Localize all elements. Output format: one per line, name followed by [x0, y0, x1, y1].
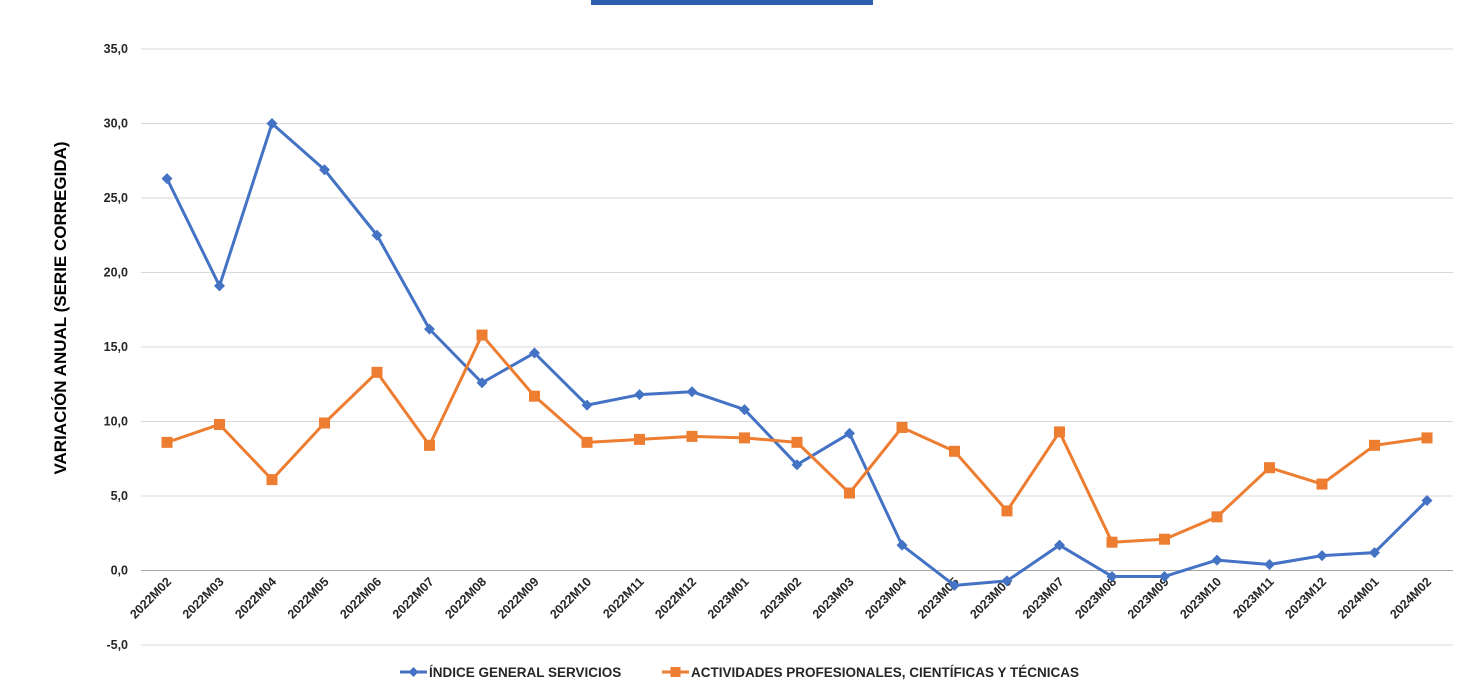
data-point-diamond [266, 118, 278, 129]
legend-marker-diamond [408, 667, 419, 677]
y-tick-label: 5,0 [111, 489, 128, 503]
data-point-diamond [844, 427, 855, 439]
data-point-diamond [1316, 550, 1328, 562]
data-point-diamond [214, 280, 225, 292]
data-point-diamond [581, 399, 593, 411]
data-point-square [1159, 533, 1170, 545]
y-axis-label: VARIACIÓN ANUAL (SERIE CORREGIDA) [51, 141, 70, 474]
x-tick-label: 2022M02 [127, 575, 174, 622]
x-tick-label: 2023M12 [1282, 575, 1329, 622]
x-tick-label: 2022M04 [232, 575, 279, 622]
data-point-diamond [424, 323, 435, 335]
data-point-square [371, 366, 383, 378]
data-point-square [581, 436, 593, 448]
x-tick-label: 2022M06 [337, 575, 384, 622]
data-point-diamond [1421, 494, 1433, 506]
data-point-diamond [1159, 570, 1170, 582]
data-point-diamond [949, 579, 960, 591]
x-tick-label: 2022M08 [442, 575, 489, 622]
legend-label: ACTIVIDADES PROFESIONALES, CIENTÍFICAS Y… [691, 665, 1079, 680]
data-point-square [1369, 439, 1380, 451]
x-axis-ticks: 2022M02 2022M03 2022M04 2022M05 2022M06 2022M… [127, 575, 1434, 622]
data-point-square [739, 432, 750, 444]
x-tick-label: 2023M07 [1020, 575, 1067, 622]
data-point-square [1001, 505, 1013, 517]
x-tick-label: 2022M07 [390, 575, 437, 622]
data-point-diamond [1211, 554, 1223, 566]
y-tick-label: 30,0 [104, 117, 128, 131]
x-tick-label: 2024M01 [1335, 575, 1382, 622]
data-point-diamond [319, 164, 330, 176]
x-tick-label: 2023M03 [810, 575, 857, 622]
y-tick-label: 15,0 [104, 340, 128, 354]
data-point-diamond [686, 386, 698, 398]
legend-item-2: ACTIVIDADES PROFESIONALES, CIENTÍFICAS Y… [662, 665, 1079, 680]
y-axis-ticks: 35,0 30,0 25,0 20,0 15,0 10,0 5,0 0,0 -5,0 [104, 42, 128, 652]
y-tick-label: 10,0 [104, 415, 128, 429]
data-point-square [266, 474, 278, 486]
data-point-square [634, 433, 645, 445]
data-point-square [844, 487, 855, 499]
series-1 [161, 118, 1433, 591]
data-point-diamond [791, 459, 803, 471]
data-point-square [686, 430, 698, 442]
data-point-square [476, 329, 488, 341]
data-point-diamond [529, 347, 540, 359]
y-tick-label: 25,0 [104, 191, 128, 205]
legend: ÍNDICE GENERAL SERVICIOS ACTIVIDADES PROF… [400, 665, 1079, 680]
y-tick-label: -5,0 [106, 638, 128, 652]
y-tick-label: 0,0 [111, 564, 128, 578]
data-point-square [949, 445, 960, 457]
y-tick-label: 20,0 [104, 266, 128, 280]
data-point-square [1211, 511, 1223, 523]
x-tick-label: 2022M09 [495, 575, 542, 622]
data-point-square [896, 421, 908, 433]
y-tick-label: 35,0 [104, 42, 128, 56]
data-point-square [214, 418, 225, 430]
data-point-diamond [896, 539, 908, 551]
legend-label: ÍNDICE GENERAL SERVICIOS [429, 665, 621, 680]
data-point-square [1421, 432, 1433, 444]
x-tick-label: 2022M11 [600, 575, 646, 621]
data-point-diamond [1369, 547, 1380, 559]
series-2 [161, 329, 1433, 548]
data-point-diamond [476, 377, 488, 389]
data-point-square [1316, 478, 1328, 490]
x-tick-label: 2022M03 [180, 575, 227, 622]
data-point-square [424, 439, 435, 451]
x-tick-label: 2024M02 [1387, 575, 1434, 622]
series-line [165, 122, 1429, 587]
data-point-square [319, 417, 330, 429]
legend-item-1: ÍNDICE GENERAL SERVICIOS [400, 665, 621, 680]
x-tick-label: 2023M02 [757, 575, 804, 622]
x-tick-label: 2023M01 [705, 575, 752, 622]
data-point-diamond [634, 389, 645, 401]
x-tick-label: 2022M12 [652, 575, 699, 622]
x-tick-label: 2022M05 [285, 575, 332, 622]
data-point-diamond [371, 229, 383, 241]
data-point-diamond [1054, 539, 1065, 551]
data-point-diamond [739, 404, 750, 416]
x-tick-label: 2023M04 [862, 575, 909, 622]
data-point-diamond [1106, 570, 1118, 582]
data-point-square [161, 436, 173, 448]
data-point-diamond [161, 173, 173, 185]
data-point-square [1106, 536, 1118, 548]
x-tick-label: 2023M10 [1177, 575, 1224, 622]
legend-marker-square [670, 667, 681, 677]
data-point-square [529, 390, 540, 402]
data-point-square [791, 436, 803, 448]
chart-header-bar [591, 0, 873, 5]
data-point-diamond [1264, 559, 1275, 571]
gridlines [141, 48, 1453, 646]
data-point-square [1264, 462, 1275, 474]
x-tick-label: 2023M11 [1230, 575, 1276, 621]
data-point-square [1054, 426, 1065, 438]
data-point-diamond [1001, 575, 1013, 587]
series-lines [161, 118, 1433, 591]
x-tick-label: 2022M10 [547, 575, 594, 622]
